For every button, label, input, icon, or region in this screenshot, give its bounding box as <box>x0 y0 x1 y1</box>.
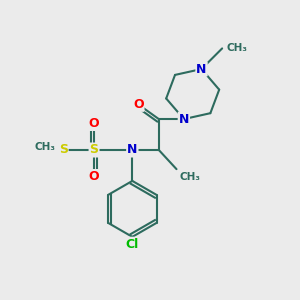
Text: N: N <box>179 112 189 126</box>
Text: O: O <box>89 170 99 183</box>
Text: N: N <box>127 143 137 157</box>
Text: CH₃: CH₃ <box>35 142 56 152</box>
Text: S: S <box>90 143 99 157</box>
Text: CH₃: CH₃ <box>179 172 200 182</box>
Text: O: O <box>89 117 99 130</box>
Text: N: N <box>196 62 207 76</box>
Text: Cl: Cl <box>126 238 139 251</box>
Text: S: S <box>58 143 68 157</box>
Text: CH₃: CH₃ <box>226 44 248 53</box>
Text: O: O <box>133 98 143 111</box>
